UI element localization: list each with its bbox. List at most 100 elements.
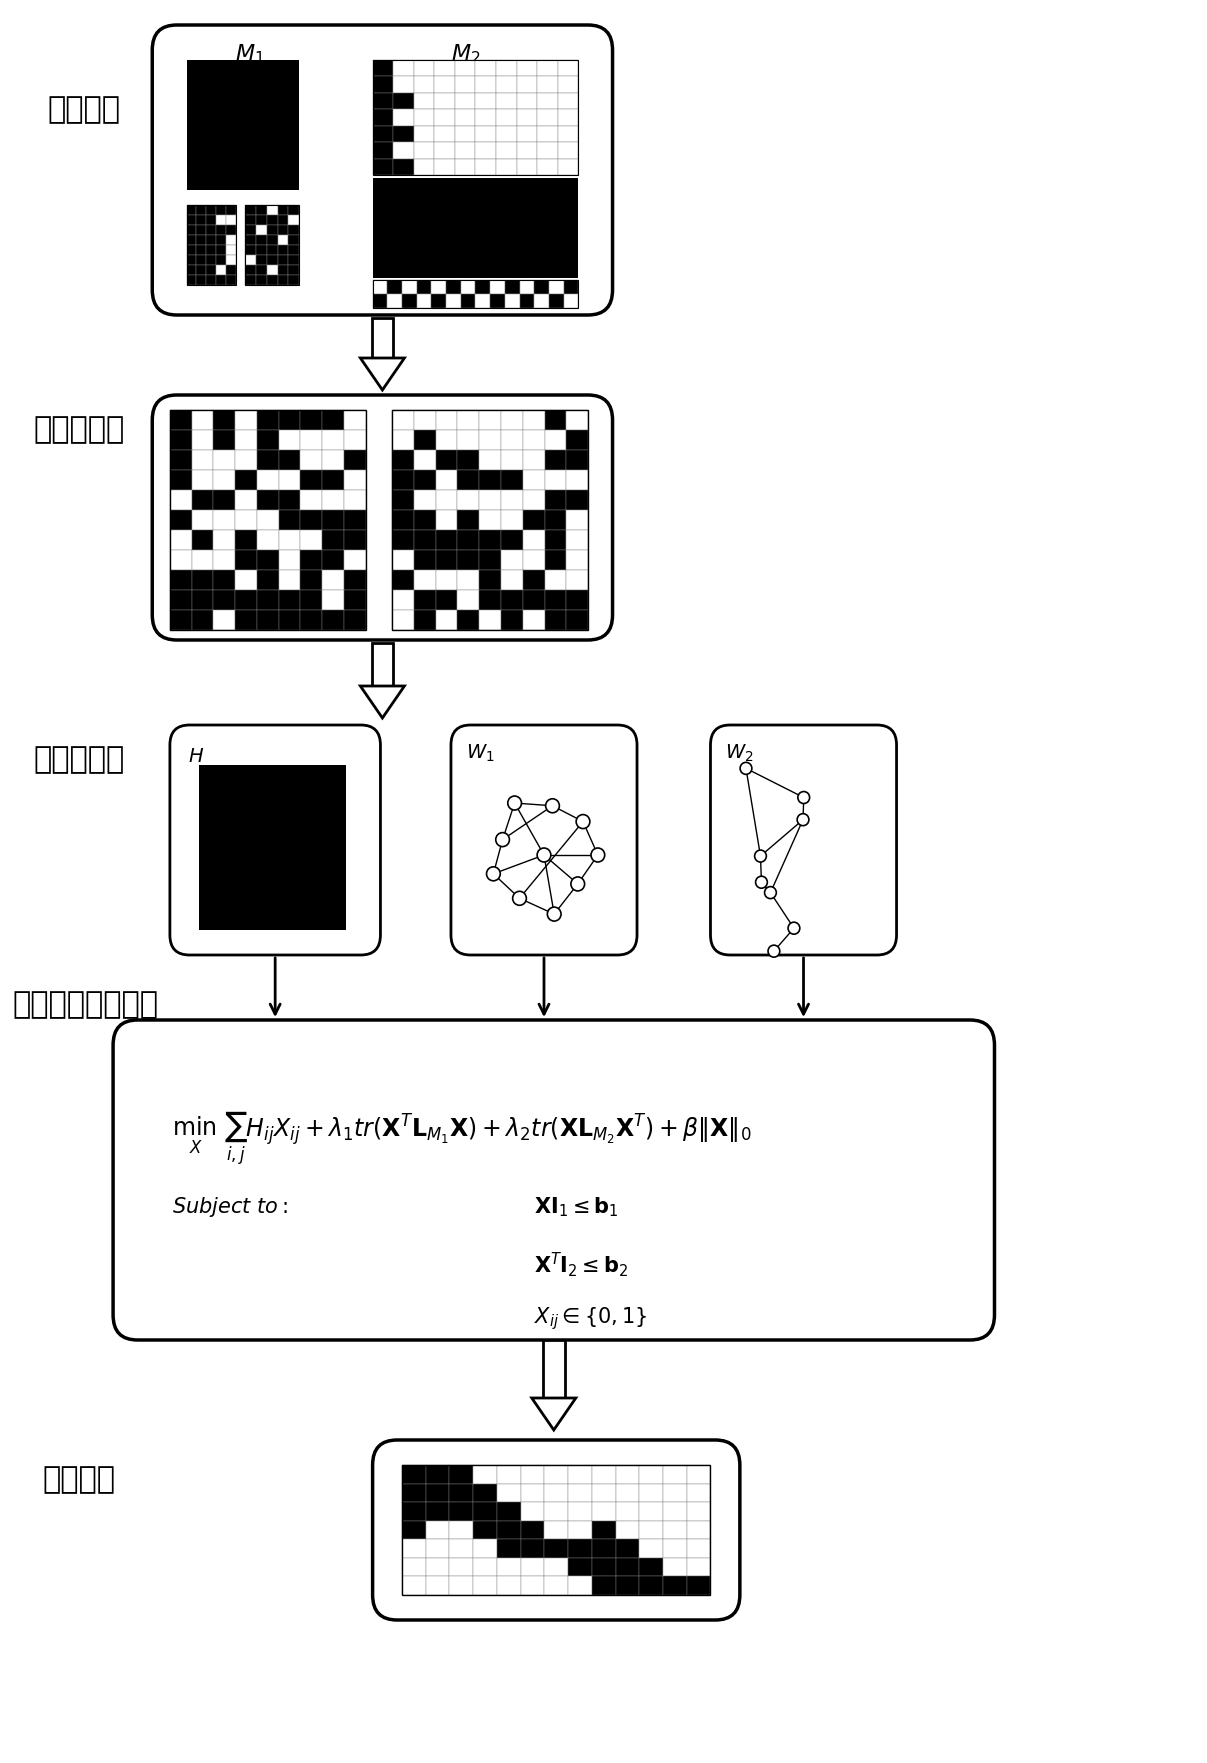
Bar [455, 109, 476, 125]
Bar [479, 610, 501, 629]
Bar [256, 205, 267, 215]
Bar [566, 510, 588, 531]
Bar [473, 1465, 497, 1484]
Bar [457, 490, 479, 510]
Bar [402, 1502, 426, 1521]
Bar [537, 125, 558, 143]
Bar [479, 411, 501, 430]
Bar [301, 591, 322, 610]
Bar [279, 569, 301, 591]
Bar [192, 471, 214, 490]
Bar [414, 159, 435, 175]
Bar [544, 411, 566, 430]
Bar [197, 245, 206, 256]
Bar [558, 109, 578, 125]
Bar [436, 471, 457, 490]
Polygon shape [372, 643, 393, 686]
Bar [414, 531, 436, 550]
Bar [301, 430, 322, 450]
Circle shape [546, 799, 559, 813]
Bar [517, 60, 537, 76]
Bar [520, 1465, 544, 1484]
Bar [523, 450, 544, 471]
Bar [170, 411, 192, 430]
Bar [520, 1521, 544, 1539]
Bar [566, 411, 588, 430]
Bar [473, 1539, 497, 1558]
Bar [517, 76, 537, 93]
Bar [414, 510, 436, 531]
Bar [226, 275, 235, 286]
Bar [301, 550, 322, 569]
Bar [414, 109, 435, 125]
Bar [457, 591, 479, 610]
Bar [517, 125, 537, 143]
Bar [414, 430, 436, 450]
Bar [414, 93, 435, 109]
Bar [497, 1558, 520, 1576]
Bar [426, 1465, 449, 1484]
Bar [226, 215, 235, 226]
Bar [216, 234, 226, 245]
Bar [245, 275, 256, 286]
Bar [501, 430, 523, 450]
Bar [431, 294, 447, 309]
FancyBboxPatch shape [113, 1021, 995, 1340]
Bar [457, 430, 479, 450]
Text: 数据预处理: 数据预处理 [33, 416, 124, 444]
Bar [197, 234, 206, 245]
Bar [187, 205, 197, 215]
Bar [501, 450, 523, 471]
Text: $X_{ij} \in \{0, 1\}$: $X_{ij} \in \{0, 1\}$ [535, 1305, 648, 1331]
Bar [392, 430, 414, 450]
Bar [414, 610, 436, 629]
Bar [344, 610, 366, 629]
Bar [473, 1521, 497, 1539]
Bar [640, 1502, 663, 1521]
Bar [414, 411, 436, 430]
Bar [245, 205, 256, 215]
Circle shape [537, 848, 550, 862]
Bar [279, 471, 301, 490]
Bar [322, 531, 344, 550]
Bar [257, 550, 279, 569]
Bar [214, 450, 235, 471]
Bar [192, 430, 214, 450]
Bar [436, 531, 457, 550]
Bar [436, 610, 457, 629]
Bar [566, 490, 588, 510]
Bar [544, 550, 566, 569]
Bar [501, 531, 523, 550]
Bar [640, 1539, 663, 1558]
Bar [392, 591, 414, 610]
Text: 数据获取: 数据获取 [47, 95, 121, 125]
Bar [479, 450, 501, 471]
Bar [256, 215, 267, 226]
Bar [301, 490, 322, 510]
Bar [197, 226, 206, 234]
FancyBboxPatch shape [152, 25, 612, 316]
Bar [402, 1539, 426, 1558]
Bar [170, 471, 192, 490]
Bar [447, 294, 461, 309]
Bar [392, 510, 414, 531]
Bar [566, 450, 588, 471]
Bar [436, 591, 457, 610]
Bar [216, 245, 226, 256]
Bar [267, 226, 278, 234]
Bar [392, 569, 414, 591]
Bar [455, 60, 476, 76]
Bar [235, 471, 257, 490]
Text: $H$: $H$ [187, 748, 204, 765]
Bar [257, 510, 279, 531]
Bar [170, 569, 192, 591]
FancyBboxPatch shape [451, 725, 637, 956]
Text: $\mathbf{X}\mathbf{I}_1 \leq \mathbf{b}_1$: $\mathbf{X}\mathbf{I}_1 \leq \mathbf{b}_… [535, 1195, 619, 1218]
Bar [549, 280, 564, 294]
Bar [663, 1465, 687, 1484]
Bar [279, 510, 301, 531]
Bar [256, 264, 267, 275]
Bar [457, 569, 479, 591]
Bar [278, 245, 288, 256]
Bar [170, 550, 192, 569]
